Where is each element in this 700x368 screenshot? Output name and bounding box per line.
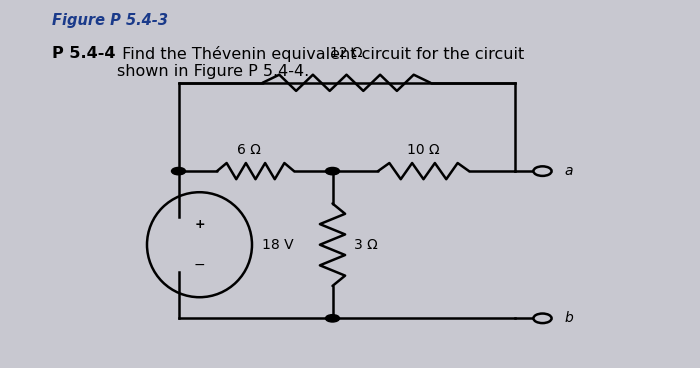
Text: 6 Ω: 6 Ω: [237, 143, 260, 157]
Text: b: b: [564, 311, 573, 325]
Circle shape: [326, 315, 340, 322]
Text: 3 Ω: 3 Ω: [354, 238, 377, 252]
Text: 10 Ω: 10 Ω: [407, 143, 440, 157]
Text: 18 V: 18 V: [262, 238, 294, 252]
Circle shape: [172, 167, 186, 175]
Text: 12 Ω: 12 Ω: [330, 46, 363, 60]
Circle shape: [326, 167, 340, 175]
Circle shape: [533, 314, 552, 323]
Text: P 5.4-4: P 5.4-4: [52, 46, 116, 61]
Text: Figure P 5.4-3: Figure P 5.4-3: [52, 13, 169, 28]
Text: +: +: [194, 218, 205, 231]
Text: −: −: [194, 258, 205, 272]
Text: a: a: [564, 164, 573, 178]
Circle shape: [533, 166, 552, 176]
Text: Find the Thévenin equivalent circuit for the circuit
shown in Figure P 5.4-4.: Find the Thévenin equivalent circuit for…: [117, 46, 524, 79]
